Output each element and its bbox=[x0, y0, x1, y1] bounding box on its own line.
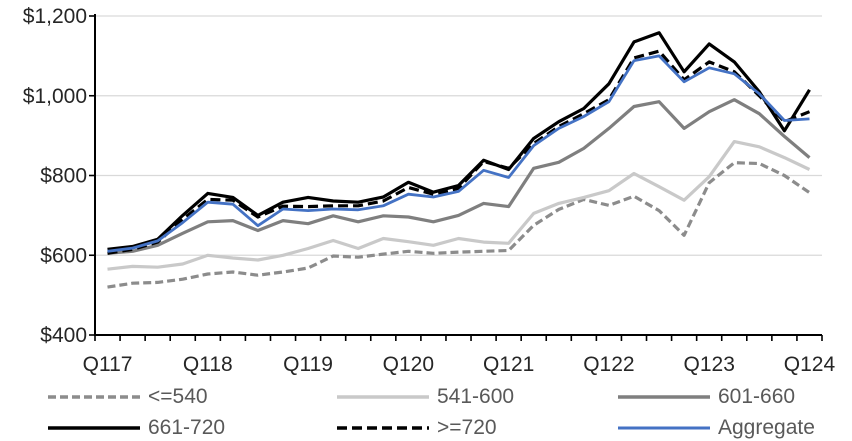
legend-label-s661-720: 661-720 bbox=[148, 416, 226, 439]
x-axis-tick-label: Q122 bbox=[583, 353, 634, 376]
series-line-s541-600 bbox=[107, 140, 811, 271]
legend-swatch-aggregate bbox=[618, 426, 710, 430]
y-axis-tick-label: $1,200 bbox=[23, 5, 87, 28]
legend-item-aggregate: Aggregate bbox=[618, 415, 815, 441]
y-axis-tick-label: $1,000 bbox=[23, 85, 87, 108]
legend-swatch-s601-660 bbox=[618, 395, 710, 399]
series-line-s601-660 bbox=[107, 98, 811, 255]
x-axis-tick-label: Q118 bbox=[183, 353, 233, 376]
x-axis-tick-label: Q117 bbox=[83, 353, 133, 376]
chart-svg: $400 $600 $800 $1,000 $1,200 Q117 Q118 Q119 Q120… bbox=[23, 5, 836, 376]
legend-item-s661-720: 661-720 bbox=[48, 415, 225, 441]
legend-item-s541-600: 541-600 bbox=[337, 384, 514, 410]
legend-item-s601-660: 601-660 bbox=[618, 384, 795, 410]
y-axis-tick-label: $800 bbox=[40, 165, 87, 188]
legend-item-le-540: <=540 bbox=[48, 384, 208, 410]
x-axis-tick-label: Q120 bbox=[383, 353, 434, 376]
series-line-ge-720 bbox=[107, 49, 811, 255]
series-line-aggregate bbox=[107, 54, 810, 253]
x-axis-tick-label: Q123 bbox=[684, 353, 735, 376]
y-axis-tick-label: $400 bbox=[40, 324, 87, 347]
legend-label-ge-720: >=720 bbox=[437, 416, 497, 439]
legend-label-s601-660: 601-660 bbox=[718, 385, 796, 408]
legend-label-s541-600: 541-600 bbox=[437, 385, 515, 408]
legend-swatch-ge-720 bbox=[337, 426, 429, 430]
legend-swatch-le-540 bbox=[48, 395, 140, 399]
series-line-s661-720 bbox=[107, 31, 811, 251]
legend-swatch-s661-720 bbox=[48, 426, 140, 430]
x-axis-tick-label: Q124 bbox=[784, 353, 836, 376]
x-axis-tick-label: Q121 bbox=[483, 353, 534, 376]
y-axis-tick-label: $600 bbox=[40, 244, 87, 267]
x-axis-tick-label: Q119 bbox=[283, 353, 333, 376]
legend-swatch-s541-600 bbox=[337, 395, 429, 399]
legend-item-ge-720: >=720 bbox=[337, 415, 497, 441]
legend-label-aggregate: Aggregate bbox=[718, 416, 815, 439]
legend-label-le-540: <=540 bbox=[148, 385, 208, 408]
